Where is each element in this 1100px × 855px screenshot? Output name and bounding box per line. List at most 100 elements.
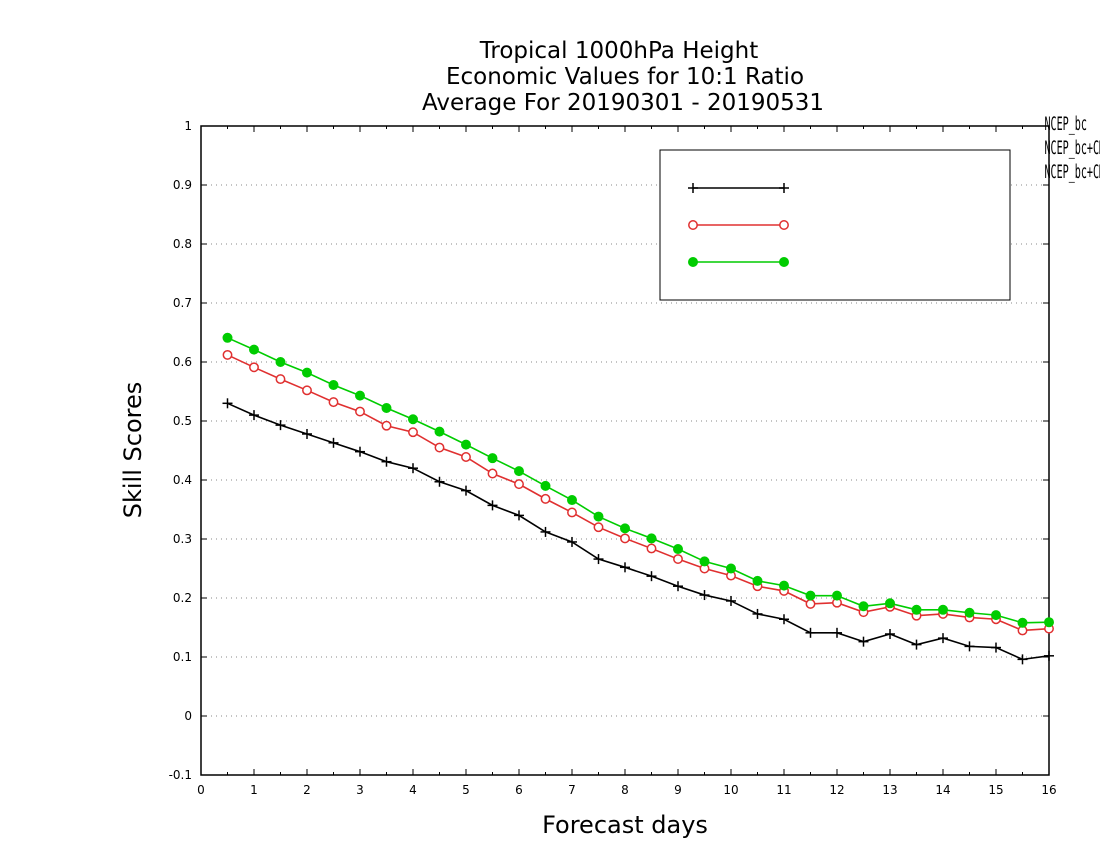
x-tick-label: 6 bbox=[515, 783, 523, 797]
data-point bbox=[699, 590, 710, 601]
data-point bbox=[673, 544, 683, 555]
legend-label: NCEP_bc bbox=[1044, 113, 1086, 135]
data-point bbox=[646, 571, 657, 582]
y-tick-label: 0.4 bbox=[173, 473, 192, 487]
y-tick-label: 0.8 bbox=[173, 237, 192, 251]
data-point bbox=[222, 332, 233, 343]
y-axis-title: Skill Scores bbox=[119, 382, 147, 519]
data-point bbox=[805, 627, 816, 638]
x-tick-label: 16 bbox=[1041, 783, 1056, 797]
x-tick-label: 14 bbox=[935, 783, 950, 797]
data-point bbox=[964, 641, 975, 652]
data-point bbox=[540, 526, 551, 537]
chart-title-line-1: Tropical 1000hPa Height bbox=[479, 38, 759, 64]
data-point bbox=[302, 428, 312, 439]
data-point bbox=[461, 439, 471, 450]
data-point bbox=[514, 479, 524, 490]
data-point bbox=[1017, 617, 1028, 628]
x-tick-label: 0 bbox=[197, 783, 205, 797]
x-tick-label: 1 bbox=[250, 783, 258, 797]
x-axis-title: Forecast days bbox=[542, 811, 708, 839]
legend-marker bbox=[688, 257, 698, 267]
data-point bbox=[514, 466, 524, 477]
data-point bbox=[911, 639, 922, 650]
data-point bbox=[381, 403, 392, 414]
data-point bbox=[964, 607, 975, 618]
data-point bbox=[593, 554, 604, 565]
data-point bbox=[408, 427, 418, 438]
data-point bbox=[726, 595, 736, 606]
series-line bbox=[227, 354, 1050, 632]
series-1 bbox=[222, 349, 1054, 636]
legend-label: NCEP_bc+CMC_bc bbox=[1044, 137, 1100, 159]
data-point bbox=[222, 398, 233, 409]
x-tick-label: 8 bbox=[621, 783, 629, 797]
data-point bbox=[461, 452, 471, 462]
data-point bbox=[249, 344, 259, 355]
y-tick-label: 0 bbox=[184, 709, 192, 723]
data-point bbox=[567, 536, 577, 547]
y-tick-label: 0.7 bbox=[173, 296, 192, 310]
data-point bbox=[673, 581, 683, 592]
data-point bbox=[991, 610, 1001, 621]
data-point bbox=[328, 397, 339, 408]
data-point bbox=[514, 510, 524, 521]
x-tick-label: 5 bbox=[462, 783, 470, 797]
legend-label: NCEP_bc+CMC_bc+FNMOC_bc bbox=[1044, 161, 1100, 183]
x-tick-label: 11 bbox=[776, 783, 791, 797]
data-point bbox=[381, 420, 392, 431]
data-point bbox=[487, 453, 498, 464]
data-point bbox=[832, 627, 842, 638]
y-tick-label: -0.1 bbox=[169, 768, 192, 782]
data-point bbox=[328, 437, 339, 448]
x-tick-label: 7 bbox=[568, 783, 576, 797]
data-point bbox=[805, 590, 816, 601]
y-tick-label: 0.2 bbox=[173, 591, 192, 605]
chart-title-line-2: Economic Values for 10:1 Ratio bbox=[446, 64, 804, 90]
y-tick-label: 1 bbox=[184, 119, 192, 133]
legend-marker bbox=[779, 257, 789, 267]
data-point bbox=[540, 493, 551, 504]
data-point bbox=[567, 507, 577, 518]
data-point bbox=[275, 374, 286, 385]
x-tick-label: 3 bbox=[356, 783, 364, 797]
x-tick-label: 2 bbox=[303, 783, 311, 797]
data-point bbox=[646, 533, 657, 544]
data-point bbox=[249, 362, 259, 373]
data-point bbox=[222, 349, 233, 360]
legend-marker bbox=[779, 220, 789, 230]
data-point bbox=[911, 604, 922, 615]
series-0 bbox=[222, 398, 1054, 665]
data-point bbox=[302, 367, 312, 378]
y-tick-label: 0.9 bbox=[173, 178, 192, 192]
data-point bbox=[487, 500, 498, 511]
data-point bbox=[752, 575, 763, 586]
data-point bbox=[938, 633, 948, 644]
data-point bbox=[726, 563, 736, 574]
data-point bbox=[805, 598, 816, 609]
data-point bbox=[461, 485, 471, 496]
y-tick-label: 0.3 bbox=[173, 532, 192, 546]
data-point bbox=[858, 601, 869, 612]
data-point bbox=[355, 446, 365, 457]
data-point bbox=[355, 406, 365, 417]
data-point bbox=[1044, 650, 1054, 661]
data-point bbox=[779, 614, 789, 625]
data-point bbox=[381, 456, 392, 467]
data-point bbox=[434, 426, 445, 437]
data-point bbox=[275, 357, 286, 367]
data-point bbox=[858, 636, 869, 647]
data-point bbox=[885, 628, 895, 639]
data-point bbox=[991, 642, 1001, 653]
legend: NCEP_bcNCEP_bc+CMC_bcNCEP_bc+CMC_bc+FNMO… bbox=[659, 113, 1100, 301]
data-point bbox=[938, 604, 948, 615]
data-point bbox=[620, 562, 630, 573]
legend-marker bbox=[779, 183, 789, 193]
x-tick-label: 13 bbox=[882, 783, 897, 797]
data-point bbox=[275, 420, 286, 431]
y-tick-label: 0.6 bbox=[173, 355, 192, 369]
data-point bbox=[408, 414, 418, 425]
data-point bbox=[249, 410, 259, 421]
data-point bbox=[620, 523, 630, 534]
